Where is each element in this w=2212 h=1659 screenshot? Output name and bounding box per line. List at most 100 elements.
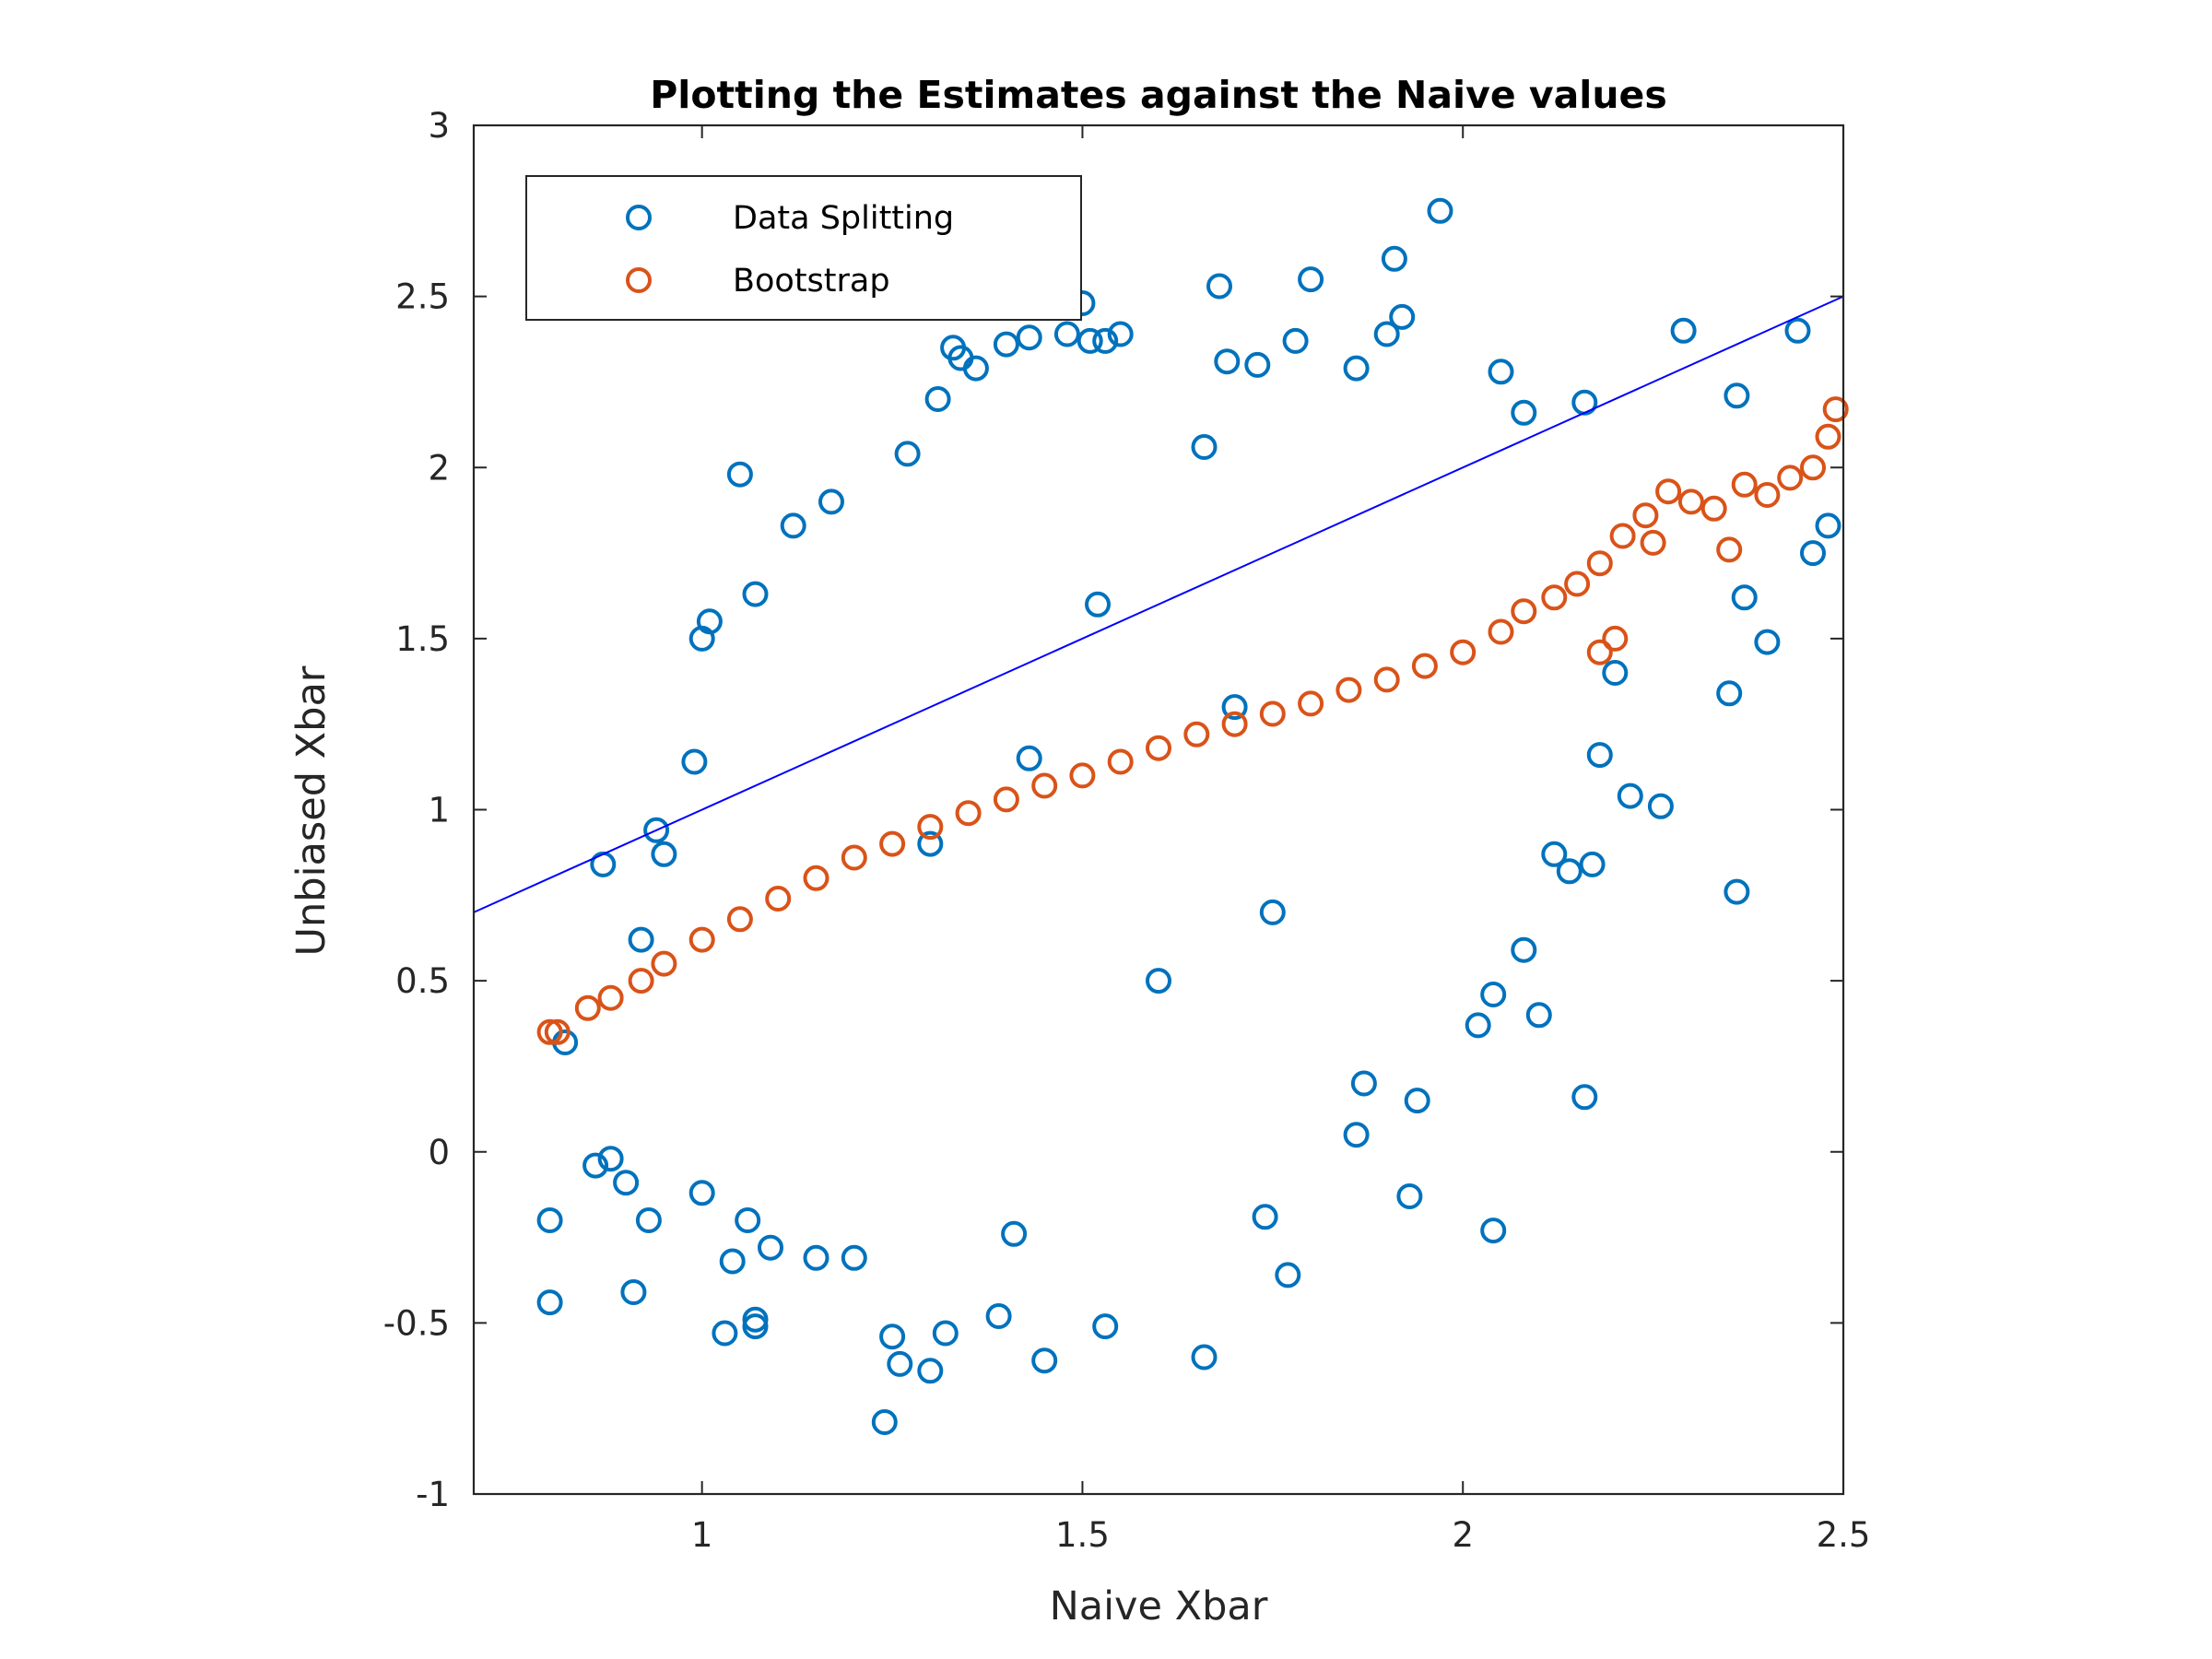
point-bootstrap — [1259, 700, 1286, 727]
point-data-splitting — [1511, 399, 1537, 426]
point-data-splitting — [536, 1289, 563, 1316]
point-data-splitting — [894, 441, 921, 467]
point-bootstrap — [1450, 639, 1477, 665]
point-data-splitting — [1724, 382, 1750, 409]
point-bootstrap — [1716, 536, 1743, 563]
point-bootstrap — [1602, 625, 1629, 652]
plot-area — [474, 125, 1843, 1494]
point-data-splitting — [1647, 793, 1674, 819]
point-bootstrap — [1677, 488, 1704, 515]
legend-marker-bootstrap — [626, 267, 652, 293]
point-bootstrap — [1541, 584, 1568, 611]
point-data-splitting — [1602, 660, 1629, 686]
point-data-splitting — [879, 1324, 906, 1350]
point-bootstrap — [1511, 598, 1537, 625]
y-tick-label: -0.5 — [383, 1303, 450, 1343]
point-data-splitting — [1404, 1088, 1430, 1114]
point-data-splitting — [924, 386, 951, 412]
point-bootstrap — [1373, 666, 1400, 693]
point-data-splitting — [1092, 1313, 1119, 1340]
point-data-splitting — [582, 1152, 609, 1179]
point-data-splitting — [1556, 858, 1583, 885]
point-data-splitting — [643, 817, 670, 843]
point-data-splitting — [1784, 317, 1811, 344]
y-tick-label: 3 — [428, 106, 450, 146]
point-bootstrap — [1298, 690, 1324, 717]
point-data-splitting — [1191, 1344, 1218, 1371]
point-data-splitting — [1244, 351, 1271, 378]
point-data-splitting — [1298, 266, 1324, 293]
point-data-splitting — [1343, 1122, 1370, 1148]
point-bootstrap — [1800, 454, 1826, 481]
point-bootstrap — [536, 1018, 563, 1045]
point-bootstrap — [1655, 478, 1682, 505]
point-data-splitting — [1275, 1262, 1301, 1288]
point-bootstrap — [765, 886, 792, 912]
point-bootstrap — [597, 984, 624, 1011]
point-data-splitting — [1259, 899, 1286, 925]
point-data-splitting — [696, 608, 723, 635]
point-data-splitting — [1214, 348, 1241, 375]
point-bootstrap — [1815, 423, 1841, 450]
legend-label-data-splitting: Data Splitting — [733, 200, 954, 237]
point-data-splitting — [1221, 694, 1248, 721]
point-bootstrap — [1183, 721, 1210, 747]
point-bootstrap — [1146, 735, 1171, 761]
y-tick-label: 2 — [428, 448, 450, 488]
point-data-splitting — [1617, 782, 1643, 809]
point-data-splitting — [1053, 321, 1080, 347]
point-data-splitting — [726, 461, 753, 488]
point-data-splitting — [688, 1180, 715, 1206]
point-bootstrap — [993, 786, 1019, 813]
point-bootstrap — [1107, 748, 1134, 775]
point-data-splitting — [1343, 355, 1370, 382]
point-data-splitting — [1031, 1347, 1058, 1374]
point-bootstrap — [1411, 653, 1438, 679]
point-data-splitting — [1670, 317, 1697, 344]
point-data-splitting — [1571, 1084, 1598, 1111]
y-tick-label: 1 — [428, 791, 450, 830]
y-axis-label: Unbiased Xbar — [288, 665, 335, 956]
point-bootstrap — [955, 800, 982, 827]
point-data-splitting — [758, 1234, 783, 1261]
reference-line — [473, 295, 1844, 913]
point-data-splitting — [1350, 1070, 1377, 1097]
x-tick-label: 1.5 — [1055, 1515, 1110, 1555]
point-bootstrap — [628, 968, 654, 994]
point-data-splitting — [613, 1170, 640, 1196]
point-bootstrap — [1777, 465, 1804, 491]
point-data-splitting — [628, 926, 654, 953]
point-data-splitting — [1077, 327, 1103, 354]
legend: Data Splitting Bootstrap — [525, 175, 1082, 321]
y-tick-label: 0 — [428, 1133, 450, 1172]
point-data-splitting — [962, 355, 989, 382]
point-data-splitting — [597, 1146, 624, 1172]
point-data-splitting — [620, 1279, 647, 1305]
point-data-splitting — [1815, 512, 1841, 539]
x-tick-label: 2 — [1452, 1515, 1474, 1555]
point-data-splitting — [1252, 1204, 1278, 1230]
point-bootstrap — [1586, 639, 1613, 665]
point-data-splitting — [887, 1350, 913, 1377]
point-bootstrap — [1754, 482, 1781, 508]
point-data-splitting — [917, 830, 944, 857]
point-data-splitting — [1016, 324, 1042, 351]
x-tick-label: 2.5 — [1817, 1515, 1871, 1555]
point-data-splitting — [1107, 321, 1134, 347]
point-data-splitting — [1389, 303, 1416, 330]
legend-label-bootstrap: Bootstrap — [733, 263, 890, 300]
y-tick-label: 1.5 — [395, 619, 450, 659]
point-data-splitting — [1146, 968, 1171, 994]
point-bootstrap — [803, 865, 830, 891]
point-data-splitting — [1800, 540, 1826, 567]
point-data-splitting — [1373, 321, 1400, 347]
point-data-splitting — [536, 1207, 563, 1233]
point-bootstrap — [841, 844, 867, 871]
axis-ticks: 1 1.5 2 2.5 -1 -0.5 0 0.5 1 1.5 2 2.5 3 — [383, 106, 1871, 1555]
point-data-splitting — [742, 1306, 769, 1333]
point-data-splitting — [985, 1303, 1012, 1329]
point-data-splitting — [1465, 1012, 1491, 1039]
point-bootstrap — [1564, 571, 1591, 597]
point-data-splitting — [917, 1358, 944, 1384]
legend-box — [525, 175, 1082, 321]
